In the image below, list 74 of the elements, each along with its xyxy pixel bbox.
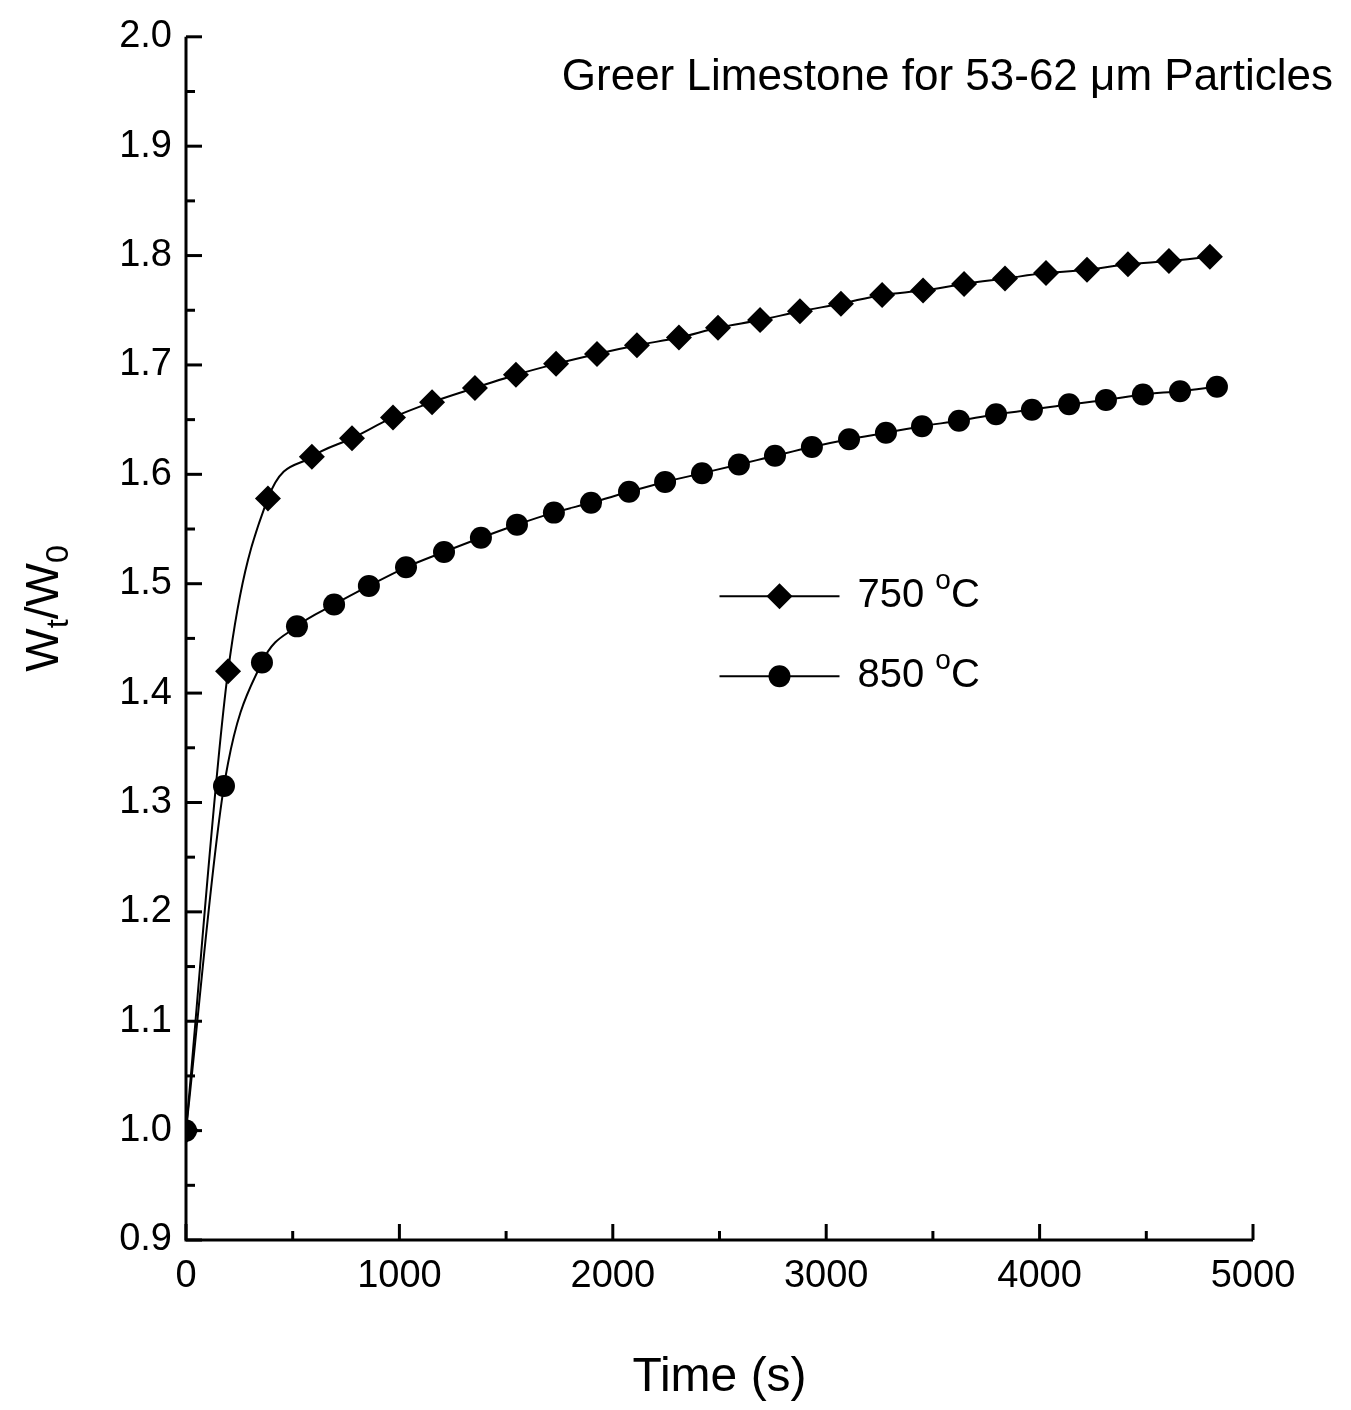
point — [1155, 248, 1182, 275]
point — [623, 332, 650, 359]
point — [1114, 251, 1141, 278]
point — [1020, 398, 1043, 421]
x-tick-label: 2000 — [570, 1253, 656, 1296]
chart-title: Greer Limestone for 53-62 μm Particles — [561, 50, 1333, 100]
point — [951, 271, 978, 297]
point — [874, 421, 897, 444]
point — [1033, 260, 1059, 287]
y-tick-label: 1.7 — [119, 341, 172, 384]
point — [580, 491, 603, 514]
point — [838, 428, 861, 451]
point — [505, 513, 528, 536]
point — [584, 341, 611, 368]
x-tick-label: 5000 — [1210, 1253, 1296, 1296]
point — [543, 350, 570, 377]
y-tick-label: 1.0 — [119, 1107, 172, 1150]
point — [298, 443, 325, 470]
y-tick-label: 0.9 — [119, 1216, 172, 1259]
point — [705, 314, 732, 341]
y-tick-label: 2.0 — [119, 13, 172, 56]
y-tick-label: 1.9 — [119, 122, 172, 165]
y-axis-title: Wt/W0 — [15, 545, 75, 672]
x-tick-label: 1000 — [357, 1253, 442, 1296]
point — [763, 444, 786, 467]
point — [285, 615, 308, 638]
point — [1073, 256, 1100, 283]
point — [419, 389, 446, 416]
point — [254, 485, 281, 512]
point — [1058, 393, 1081, 416]
point — [727, 453, 750, 476]
point — [212, 775, 235, 798]
point — [665, 324, 692, 351]
y-tick-label: 1.5 — [119, 560, 172, 603]
point — [786, 298, 813, 325]
point — [654, 470, 677, 493]
point — [542, 501, 565, 524]
point — [747, 307, 774, 334]
point — [357, 574, 380, 597]
point — [910, 277, 937, 304]
point — [1169, 380, 1192, 403]
x-tick-label: 3000 — [783, 1253, 869, 1296]
point — [1205, 375, 1228, 398]
x-tick-label: 0 — [175, 1253, 197, 1296]
point — [250, 651, 273, 674]
y-tick-label: 1.3 — [119, 778, 172, 821]
point — [380, 404, 406, 431]
point — [618, 480, 641, 503]
y-tick-label: 1.4 — [119, 669, 172, 712]
point — [800, 435, 823, 458]
point — [1196, 243, 1223, 270]
y-tick-label: 1.2 — [119, 888, 172, 931]
y-tick-label: 1.8 — [119, 232, 172, 275]
point — [911, 415, 934, 438]
point — [869, 281, 896, 308]
point — [469, 526, 492, 549]
x-tick-label: 4000 — [997, 1253, 1082, 1296]
point — [827, 290, 854, 317]
point — [502, 361, 529, 388]
y-tick-label: 1.1 — [119, 997, 172, 1040]
point — [1131, 383, 1154, 406]
point — [947, 409, 970, 432]
point — [992, 265, 1019, 292]
point — [691, 462, 713, 485]
x-axis-title: Time (s) — [632, 1348, 807, 1402]
point — [215, 658, 242, 685]
point — [1094, 388, 1117, 411]
point — [433, 540, 455, 563]
point — [395, 556, 418, 579]
y-tick-label: 1.6 — [119, 450, 172, 493]
point — [339, 425, 366, 452]
point — [461, 374, 488, 401]
point — [985, 403, 1008, 426]
point — [323, 593, 346, 616]
